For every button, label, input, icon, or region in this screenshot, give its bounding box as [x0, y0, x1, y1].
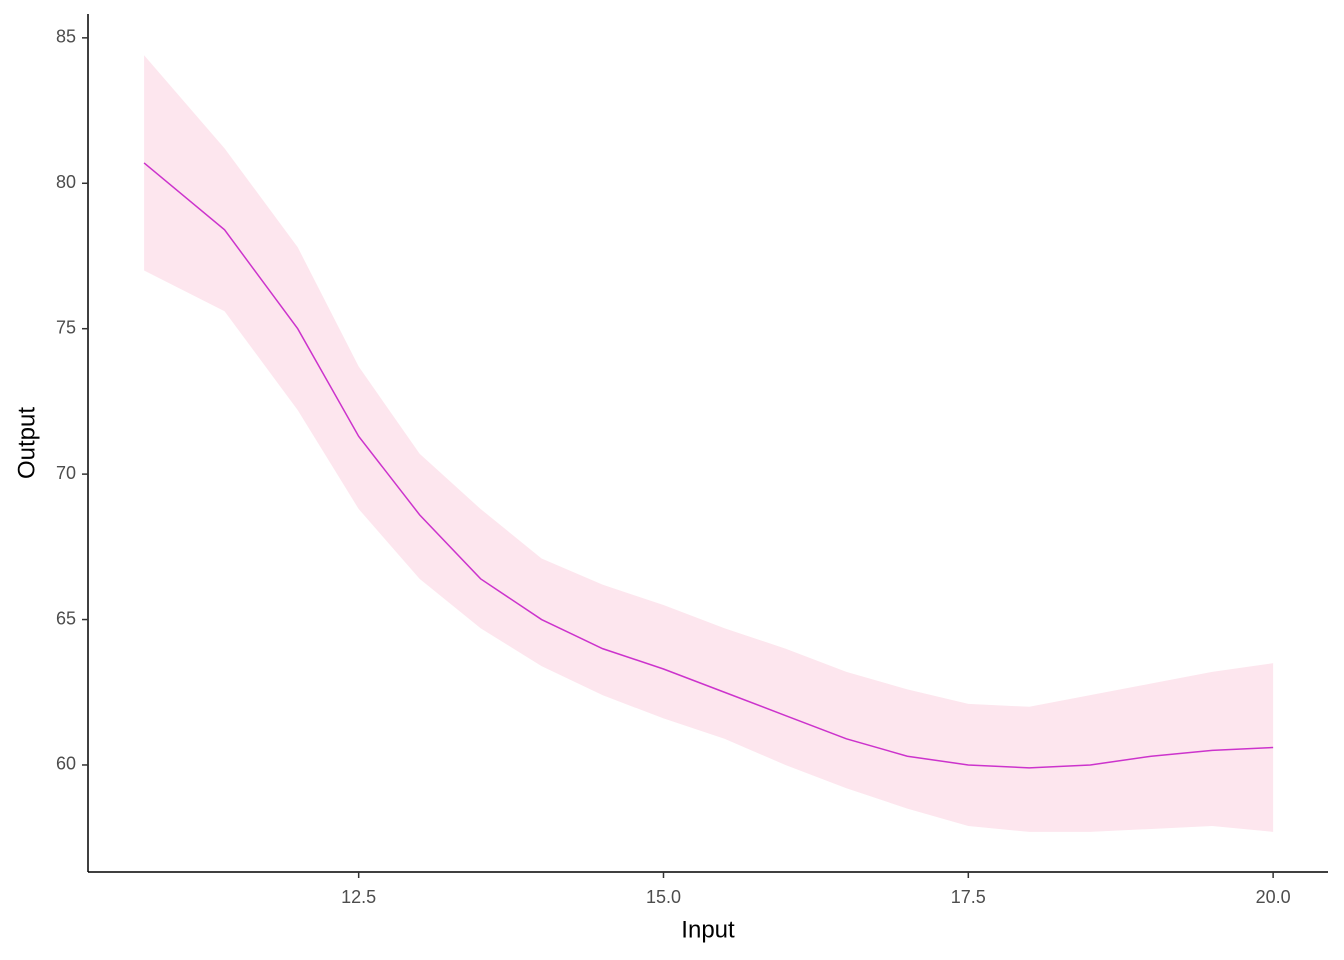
y-tick-label: 75	[56, 317, 76, 337]
x-axis-label: Input	[681, 916, 735, 943]
x-tick-label: 12.5	[341, 887, 376, 907]
x-tick-label: 15.0	[646, 887, 681, 907]
y-tick-label: 60	[56, 754, 76, 774]
y-tick-label: 65	[56, 608, 76, 628]
y-tick-label: 70	[56, 463, 76, 483]
confidence-band	[144, 55, 1274, 832]
line	[143, 162, 1274, 769]
y-tick-label: 85	[56, 27, 76, 47]
y-axis-label: Output	[13, 407, 40, 479]
y-tick-label: 80	[56, 172, 76, 192]
x-tick-label: 17.5	[951, 887, 986, 907]
x-tick-label: 20.0	[1256, 887, 1291, 907]
